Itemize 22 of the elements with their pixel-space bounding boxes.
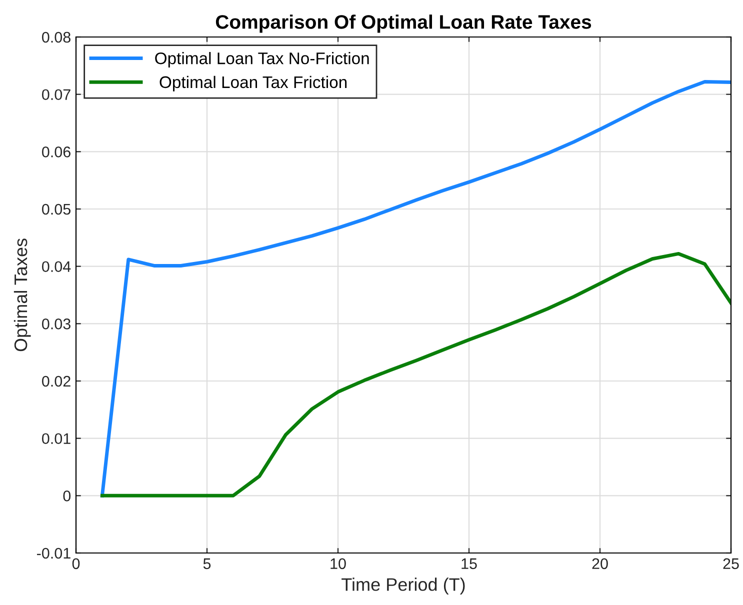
y-axis-title: Optimal Taxes — [14, 238, 31, 352]
line-series — [100, 252, 731, 498]
legend-label: Optimal Loan Tax Friction — [160, 76, 347, 92]
y-tick-label: 0.01 — [42, 433, 70, 444]
y-tick-label: -0.01 — [37, 548, 70, 559]
x-tick-label: 10 — [330, 558, 346, 570]
y-tick-label: 0.08 — [42, 32, 70, 43]
chart-title: Comparison Of Optimal Loan Rate Taxes — [216, 14, 592, 33]
y-tick-label: 0.03 — [42, 318, 70, 330]
legend-label: Optimal Loan Tax No-Friction — [155, 52, 369, 68]
y-tick-label: 0 — [63, 490, 71, 502]
x-tick-label: 15 — [462, 558, 477, 570]
x-tick-label: 5 — [203, 558, 211, 570]
y-tick-label: 0.06 — [42, 146, 70, 158]
x-tick-label: 25 — [723, 558, 739, 570]
y-tick-label: 0.05 — [42, 204, 70, 215]
x-tick-label: 0 — [72, 558, 80, 570]
x-tick-label: 20 — [592, 558, 608, 570]
y-tick-label: 0.02 — [42, 376, 70, 387]
y-tick-label: 0.04 — [42, 261, 71, 272]
y-tick-label: 0.07 — [42, 89, 70, 100]
x-axis-title: Time Period (T) — [342, 578, 465, 594]
